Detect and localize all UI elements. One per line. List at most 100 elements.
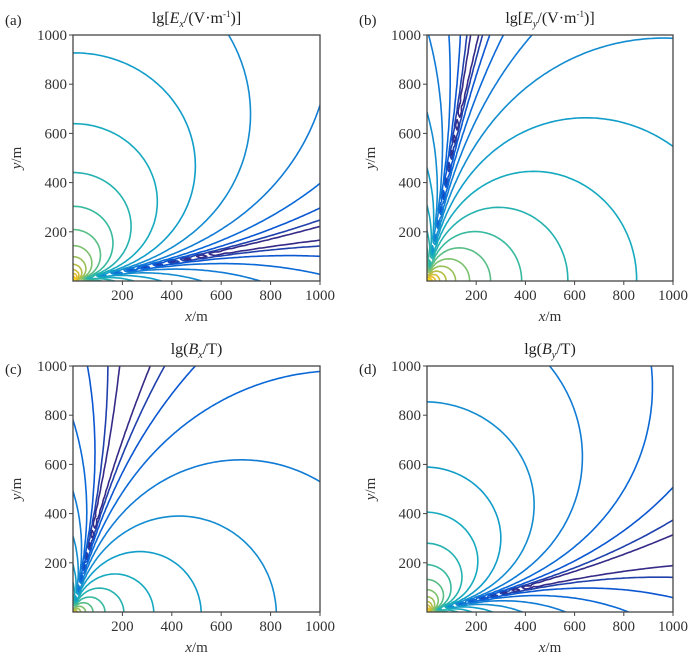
y-tick-label: 800 — [45, 408, 68, 424]
x-tick-label: 400 — [514, 288, 537, 304]
x-tick-label: 200 — [111, 288, 134, 304]
panel-label: (c) — [5, 362, 22, 378]
x-axis-label: x/m — [538, 640, 562, 656]
panel-a: 200 400 600 800 1000 200 400 600 800 1000 x/m y/m lg… — [5, 9, 335, 325]
y-axis-label: y/m — [9, 477, 25, 502]
y-tick-label: 800 — [45, 77, 68, 93]
x-tick-label: 1000 — [658, 619, 688, 635]
y-axis-label: y/m — [9, 146, 25, 171]
axes-frame — [426, 365, 674, 613]
y-tick-label: 400 — [45, 507, 68, 523]
y-tick-label: 1000 — [391, 359, 421, 375]
y-tick-label: 1000 — [37, 359, 67, 375]
y-tick-label: 200 — [45, 225, 68, 241]
contour-level — [73, 573, 155, 612]
contour-level — [491, 534, 673, 597]
panel-label: (d) — [359, 362, 377, 378]
contour-level — [73, 601, 94, 612]
contour-level — [427, 401, 535, 612]
contour-level — [73, 596, 106, 612]
contour-level — [427, 258, 471, 281]
contour-level — [427, 270, 447, 281]
x-tick-label: 200 — [465, 288, 488, 304]
x-tick-label: 200 — [465, 619, 488, 635]
panel-label: (b) — [359, 13, 377, 29]
contour-level — [73, 605, 87, 612]
contour-level — [427, 273, 441, 281]
y-tick-label: 1000 — [37, 28, 67, 44]
x-tick-label: 600 — [563, 288, 586, 304]
y-tick-label: 200 — [45, 556, 68, 572]
contour-level — [73, 52, 197, 281]
y-tick-label: 600 — [45, 126, 68, 142]
x-tick-label: 1000 — [305, 288, 335, 304]
y-tick-label: 600 — [399, 457, 422, 473]
y-tick-label: 200 — [399, 556, 422, 572]
axes-frame — [426, 34, 674, 282]
contour-level — [427, 595, 436, 612]
chart-title: lg(Bx/T) — [171, 341, 223, 361]
x-tick-label: 200 — [111, 619, 134, 635]
x-tick-label: 400 — [161, 619, 184, 635]
contour-level — [427, 265, 457, 281]
contour-level — [427, 466, 502, 612]
x-axis-label: x/m — [184, 309, 208, 325]
x-tick-label: 600 — [210, 619, 233, 635]
y-tick-label: 200 — [399, 225, 422, 241]
contour-lines — [73, 35, 320, 281]
axes-frame — [72, 34, 321, 282]
contour-level — [73, 171, 132, 281]
contour-level — [427, 170, 638, 281]
y-axis-label: y/m — [363, 477, 379, 502]
contour-level — [427, 117, 673, 256]
panel-b: 200 400 600 800 1000 200 400 600 800 1000 x/m y/m lg… — [359, 9, 688, 325]
y-tick-label: 800 — [399, 77, 422, 93]
contour-lines — [427, 366, 673, 612]
y-tick-label: 800 — [399, 408, 422, 424]
y-tick-label: 1000 — [391, 28, 421, 44]
chart-title: lg[Ey/(V·m-1)] — [505, 9, 594, 30]
x-tick-label: 800 — [613, 619, 636, 635]
x-axis-label: x/m — [538, 309, 562, 325]
contour-level — [73, 122, 159, 281]
contour-level — [73, 228, 102, 281]
chart-title: lg(By/T) — [524, 341, 576, 361]
contour-level — [427, 206, 569, 281]
x-tick-label: 400 — [514, 619, 537, 635]
contour-level — [427, 35, 533, 241]
x-tick-label: 600 — [563, 619, 586, 635]
contour-level — [82, 366, 166, 570]
contour-level — [427, 600, 433, 612]
y-tick-label: 400 — [399, 507, 422, 523]
contour-level — [458, 366, 654, 612]
y-tick-label: 400 — [45, 176, 68, 192]
y-tick-label: 600 — [399, 126, 422, 142]
x-tick-label: 1000 — [658, 288, 688, 304]
x-tick-label: 800 — [613, 288, 636, 304]
y-tick-label: 400 — [399, 176, 422, 192]
contour-level — [101, 104, 320, 281]
x-tick-label: 800 — [259, 288, 282, 304]
contour-level — [448, 35, 480, 169]
y-axis-label: y/m — [363, 146, 379, 171]
panel-label: (a) — [5, 13, 22, 29]
x-tick-label: 400 — [161, 288, 184, 304]
chart-title: lg[Ex/(V·m-1)] — [152, 9, 241, 30]
contour-level — [73, 370, 320, 592]
contour-level — [157, 225, 320, 266]
contour-level — [427, 230, 523, 281]
panel-c: 200 400 600 800 1000 200 400 600 800 1000 x/m y/m lg… — [5, 341, 335, 656]
contour-lines — [73, 366, 320, 612]
contour-level — [73, 268, 80, 281]
panel-d: 200 400 600 800 1000 200 400 600 800 1000 x/m y/m lg… — [359, 341, 688, 656]
x-axis-label: x/m — [184, 640, 208, 656]
y-tick-label: 600 — [45, 457, 68, 473]
x-tick-label: 1000 — [305, 619, 335, 635]
x-tick-label: 800 — [259, 619, 282, 635]
contour-level — [99, 35, 252, 281]
contour-lines — [427, 35, 673, 281]
x-tick-label: 600 — [210, 288, 233, 304]
contour-level — [73, 244, 93, 281]
axes-frame — [72, 365, 321, 613]
